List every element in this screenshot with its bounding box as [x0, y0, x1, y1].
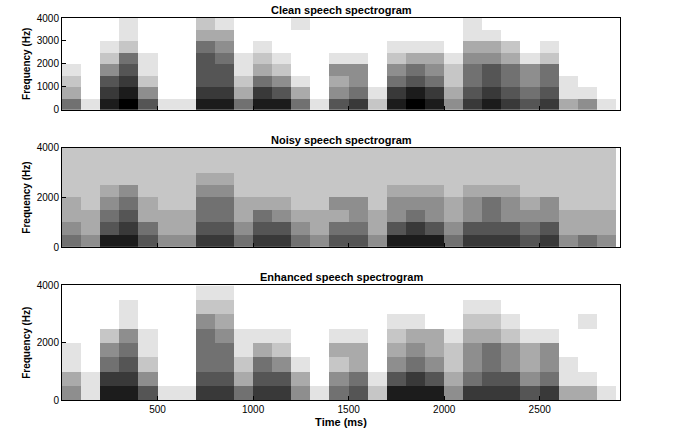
svg-text:2000: 2000 [37, 58, 60, 69]
svg-text:4000: 4000 [37, 142, 60, 153]
svg-text:2500: 2500 [529, 404, 552, 415]
svg-text:0: 0 [53, 104, 59, 115]
svg-text:Noisy speech spectrogram: Noisy speech spectrogram [271, 134, 412, 146]
svg-text:3000: 3000 [37, 35, 60, 46]
svg-text:2000: 2000 [37, 337, 60, 348]
svg-text:1000: 1000 [37, 81, 60, 92]
svg-text:4000: 4000 [37, 13, 60, 24]
svg-text:4000: 4000 [37, 280, 60, 291]
svg-text:0: 0 [53, 395, 59, 406]
svg-text:Frequency (Hz): Frequency (Hz) [21, 28, 32, 100]
svg-text:2000: 2000 [37, 192, 60, 203]
svg-text:Frequency (Hz): Frequency (Hz) [21, 161, 32, 233]
svg-text:Clean speech spectrogram: Clean speech spectrogram [271, 4, 412, 16]
svg-text:Enhanced speech spectrogram: Enhanced speech spectrogram [260, 271, 423, 283]
svg-text:1500: 1500 [338, 404, 361, 415]
svg-text:0: 0 [53, 242, 59, 253]
svg-text:Time (ms): Time (ms) [315, 416, 367, 428]
svg-text:2000: 2000 [433, 404, 456, 415]
svg-text:500: 500 [149, 404, 166, 415]
svg-text:1000: 1000 [242, 404, 265, 415]
svg-text:Frequency (Hz): Frequency (Hz) [21, 307, 32, 379]
